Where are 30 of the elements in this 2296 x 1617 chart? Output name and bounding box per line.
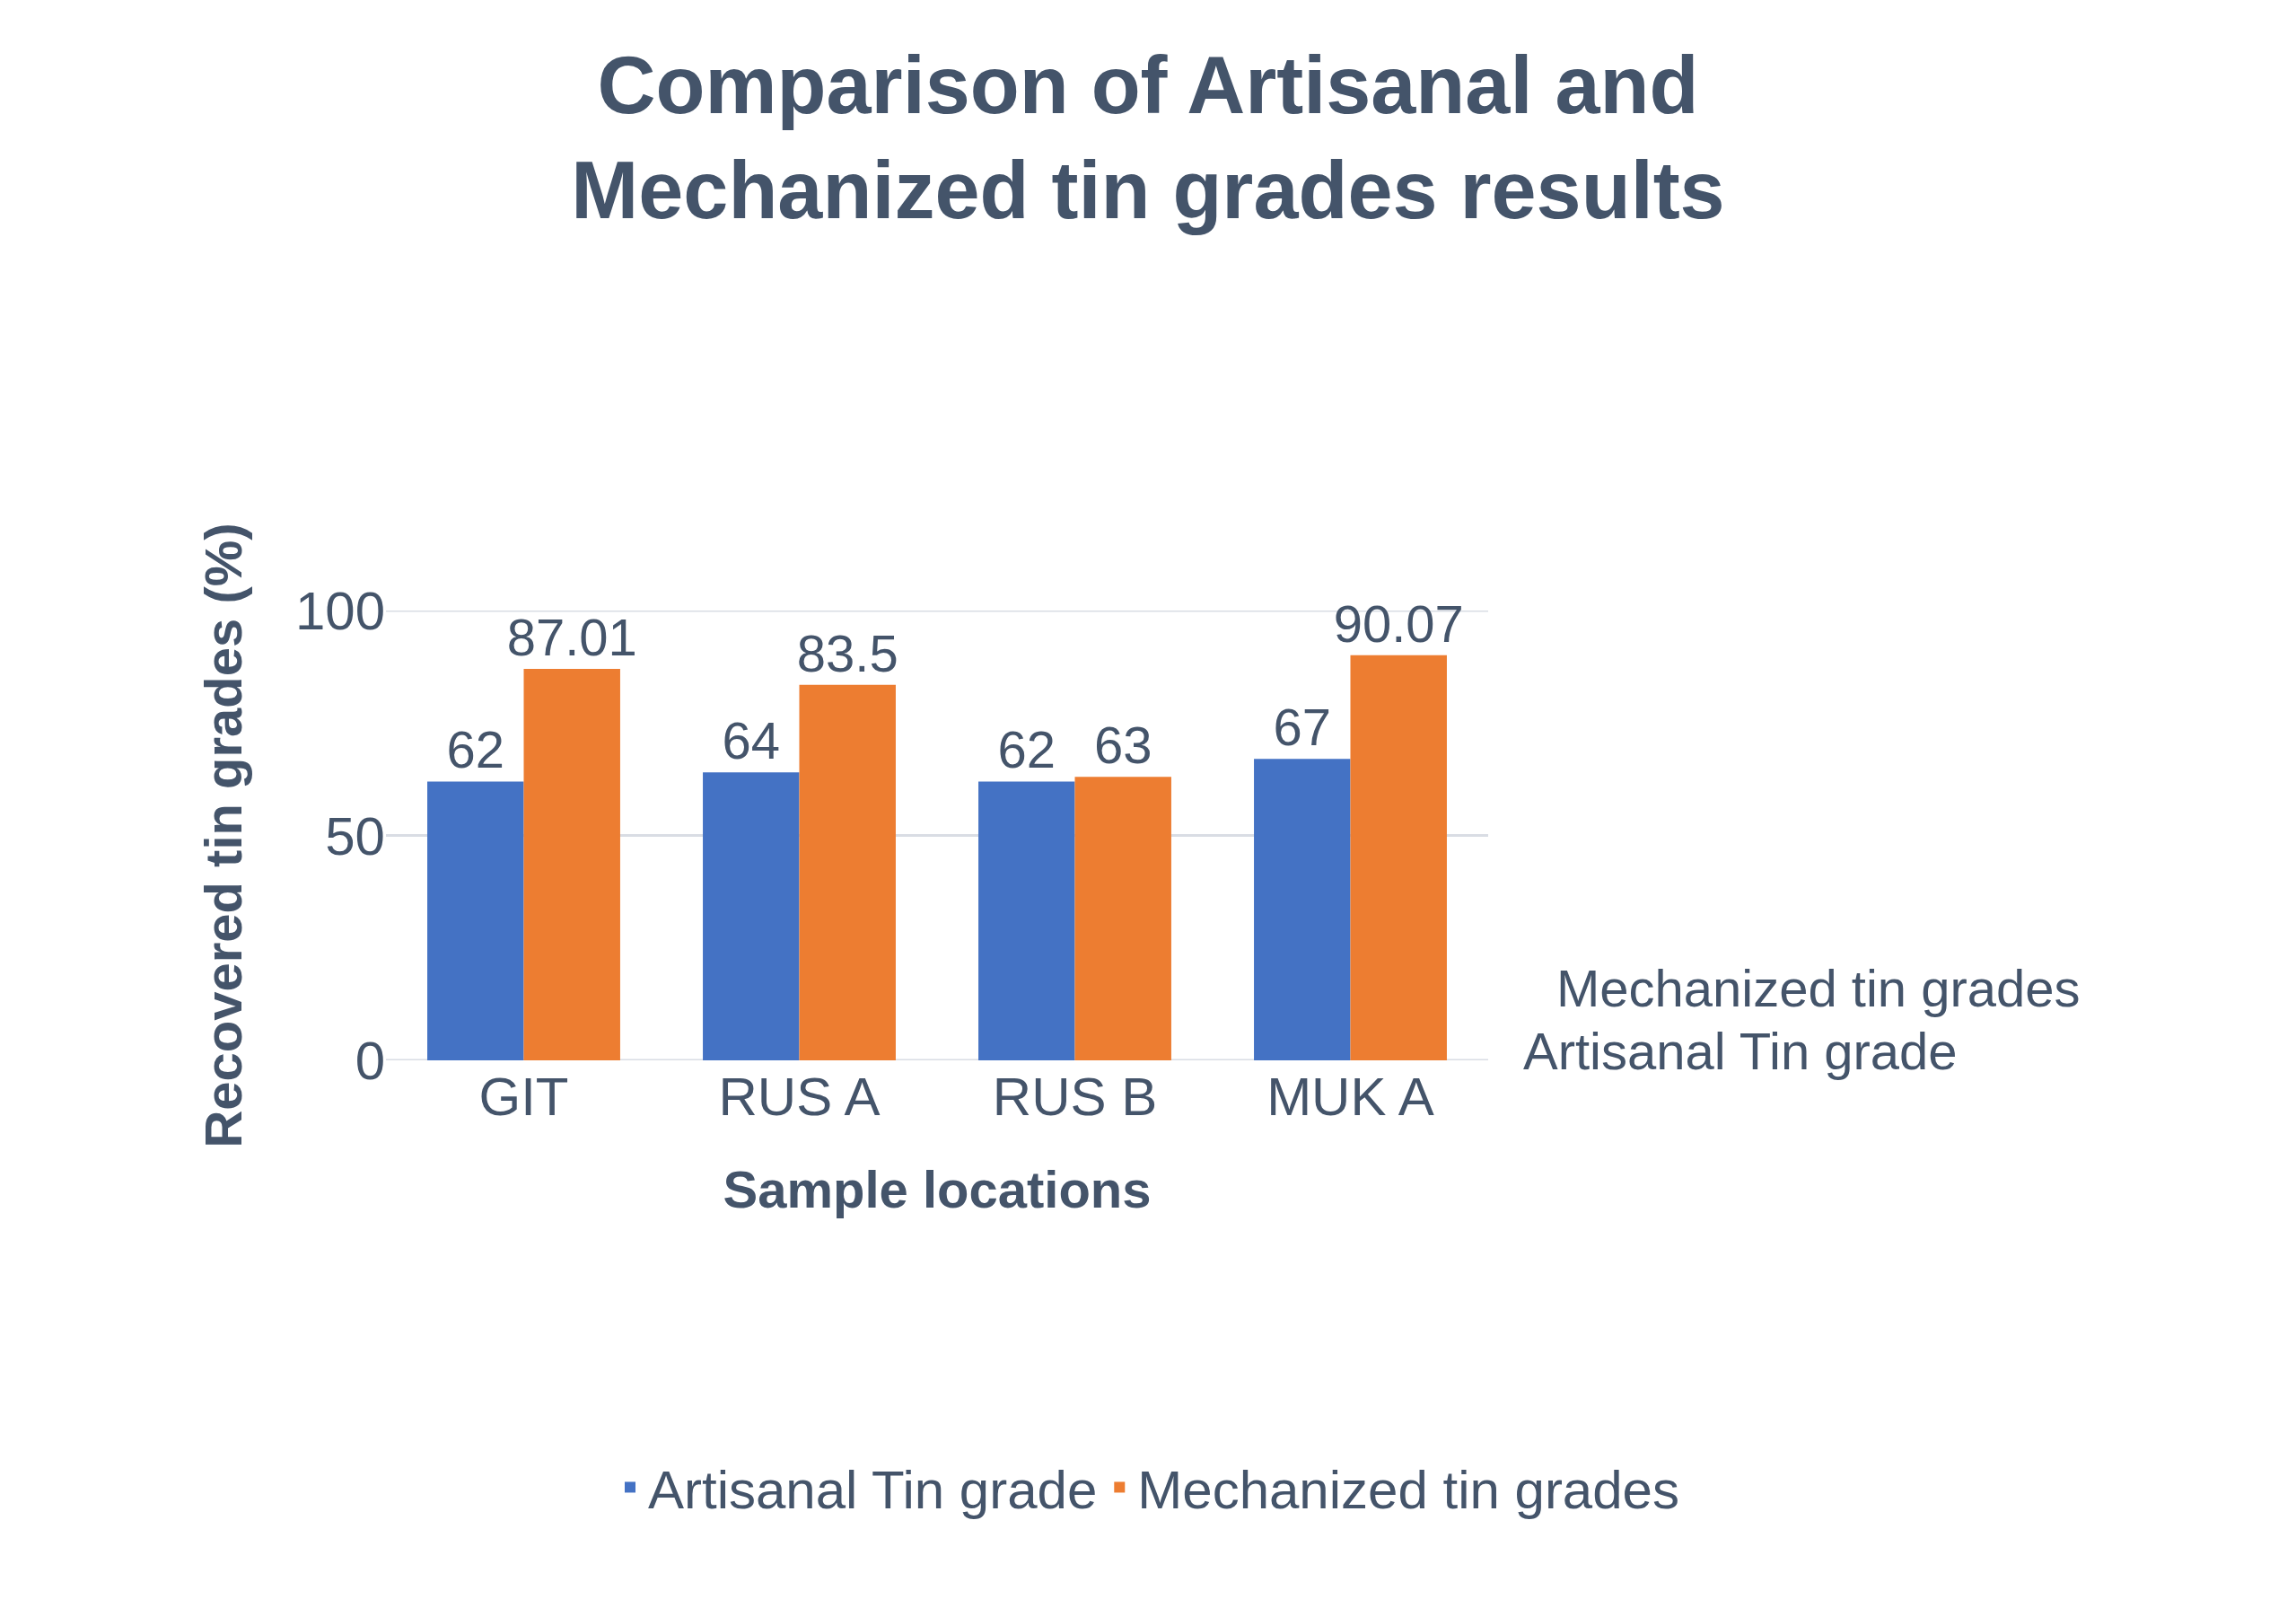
- text: Artisanal Tin grade: [1523, 1022, 1958, 1080]
- bar: [1350, 655, 1447, 1060]
- bar: [523, 669, 620, 1060]
- chart-title: Comparison of Artisanal and Mechanized tin grades results: [571, 40, 1725, 236]
- x-tick-label: GIT: [478, 1067, 569, 1127]
- bar: [978, 781, 1075, 1060]
- x-tick-label: RUS A: [718, 1067, 881, 1127]
- bar: [703, 772, 800, 1060]
- data-label: 83.5: [796, 623, 898, 682]
- bar: [1074, 777, 1171, 1060]
- data-label: 87.01: [506, 608, 637, 667]
- data-label: 62: [446, 720, 505, 779]
- y-tick-label: 50: [325, 805, 385, 866]
- legend-label: Mechanized tin grades: [1137, 1459, 1679, 1520]
- data-label: 67: [1273, 698, 1332, 757]
- bar: [427, 781, 524, 1060]
- bar: [799, 684, 896, 1060]
- y-axis-title: Recovered tin grades (%): [194, 523, 253, 1148]
- text: Mechanized tin grades: [1556, 959, 2081, 1017]
- legend-label: Artisanal Tin grade: [648, 1459, 1098, 1520]
- x-tick-label: MUK A: [1266, 1067, 1434, 1127]
- data-label: 64: [722, 711, 781, 770]
- bar: [1254, 759, 1351, 1060]
- x-tick-label: RUS B: [992, 1067, 1158, 1127]
- data-label: 63: [1093, 716, 1152, 775]
- data-label: 62: [997, 720, 1056, 779]
- x-axis-title: Sample locations: [723, 1160, 1152, 1219]
- y-tick-label: 0: [355, 1031, 385, 1091]
- y-tick-label: 100: [294, 581, 385, 641]
- data-label: 90.07: [1333, 593, 1464, 653]
